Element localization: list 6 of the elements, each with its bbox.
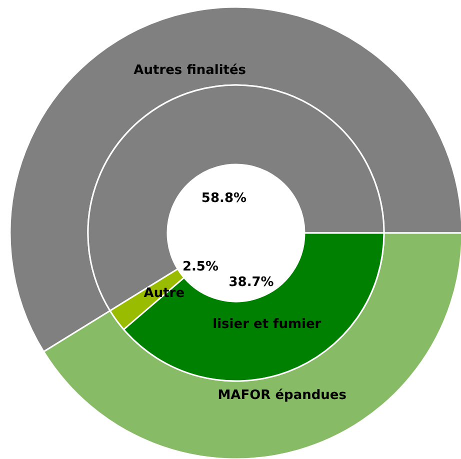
slice-label: lisier et fumier [212, 316, 322, 332]
data-label: 38.7% [228, 274, 274, 290]
slice-label: Autres finalités [134, 62, 246, 78]
data-label: 58.8% [201, 191, 247, 206]
data-label: 2.5% [182, 259, 219, 274]
slice-label: MAFOR épandues [218, 388, 347, 404]
